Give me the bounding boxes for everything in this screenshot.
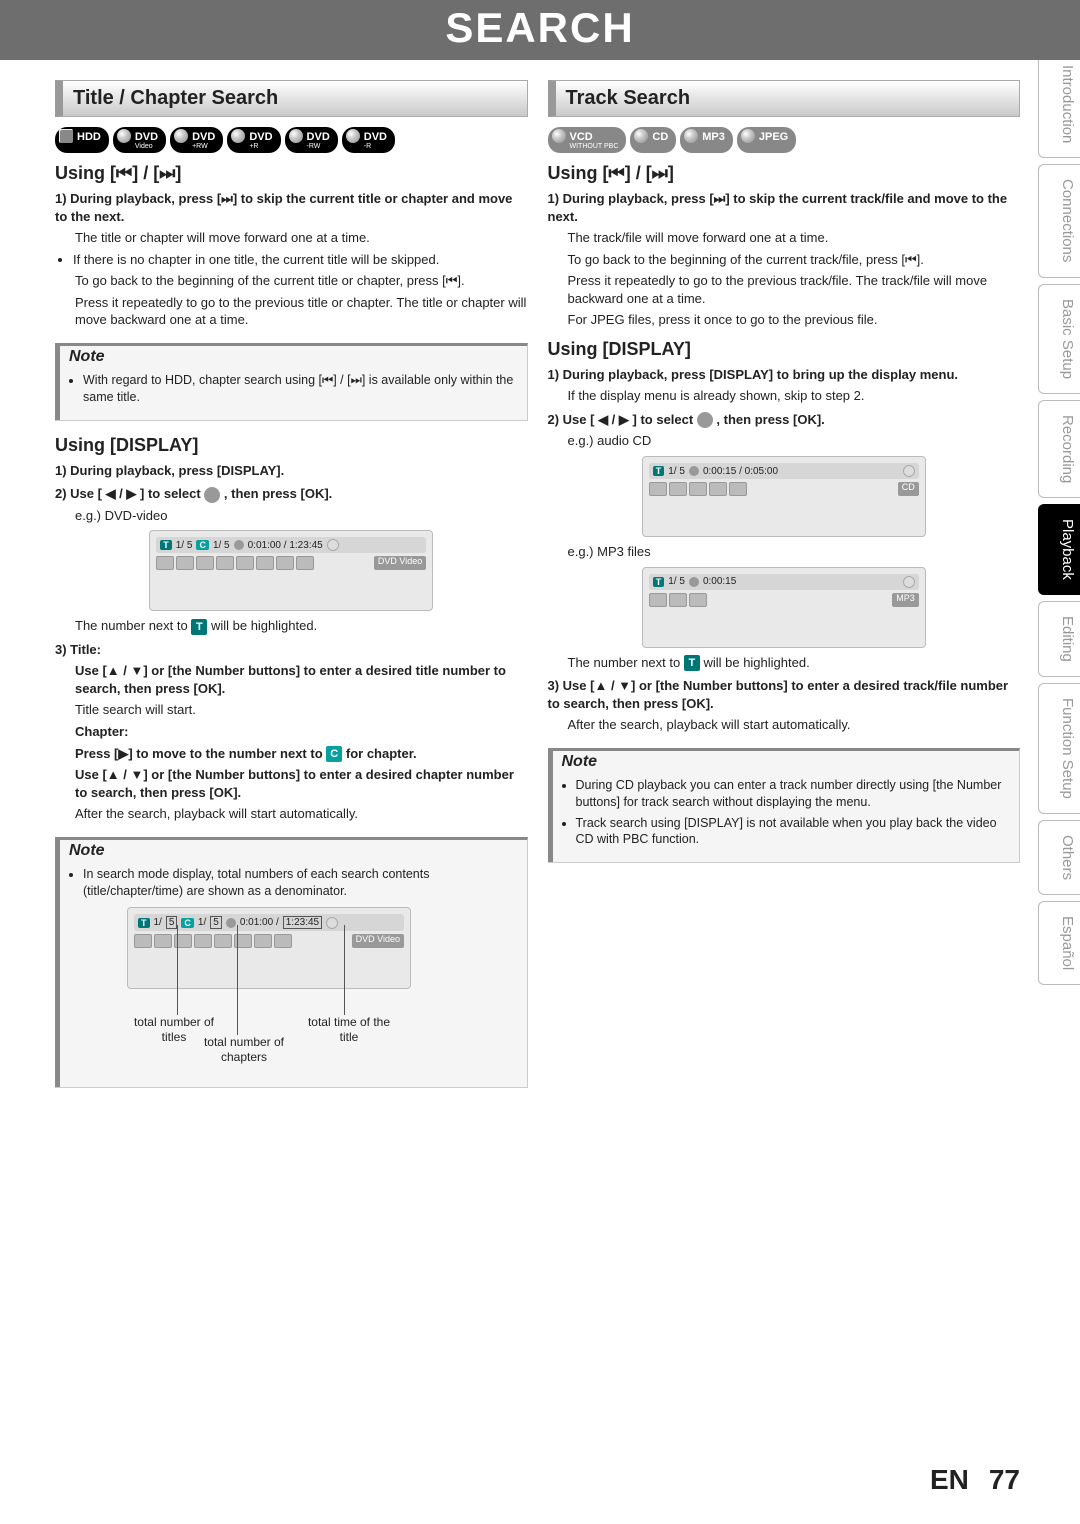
left-d-step3b: Title search will start. <box>75 701 528 719</box>
pill-vcd: VCDWITHOUT PBC <box>548 127 627 153</box>
eg-cd-label: e.g.) audio CD <box>568 432 1021 450</box>
tab-connections[interactable]: Connections <box>1038 164 1080 277</box>
left-column: Title / Chapter Search HDD DVDVideo DVD+… <box>55 80 528 1102</box>
left-step1: 1) During playback, press [⏭] to skip th… <box>55 190 528 225</box>
note-label: Note <box>69 348 105 366</box>
eg-mp3-label: e.g.) MP3 files <box>568 543 1021 561</box>
content-columns: Title / Chapter Search HDD DVDVideo DVD+… <box>0 60 1080 1102</box>
right-step1-line1: The track/file will move forward one at … <box>568 229 1021 247</box>
tval: 1/ 5 <box>176 540 193 551</box>
tab-playback[interactable]: Playback <box>1038 504 1080 595</box>
pill-mp3: MP3 <box>680 127 733 153</box>
heading-using-skip-right: Using [⏮] / [⏭] <box>548 163 1021 184</box>
annot-chapters: total number of chapters <box>194 1035 294 1064</box>
tab-recording[interactable]: Recording <box>1038 400 1080 498</box>
disc-icon <box>204 487 220 503</box>
spinner-icon <box>327 539 339 551</box>
chip-t: T <box>160 540 172 550</box>
left-step1-bullet1: If there is no chapter in one title, the… <box>73 251 528 269</box>
right-d-step2: 2) Use [ ◀ / ▶ ] to select , then press … <box>548 411 1021 429</box>
display-mock-mp3: T 1/ 5 0:00:15 MP3 <box>642 567 926 648</box>
tag-dvd: DVD Video <box>374 556 426 570</box>
annot-time: total time of the title <box>304 1015 394 1044</box>
note-box-3: Note During CD playback you can enter a … <box>548 748 1021 864</box>
pill-cd: CD <box>630 127 676 153</box>
left-d-step3d: Use [▲ / ▼] or [the Number buttons] to e… <box>75 766 528 801</box>
heading-using-display-right: Using [DISPLAY] <box>548 339 1021 360</box>
page-footer: EN 77 <box>930 1464 1020 1496</box>
eg-dvd-label: e.g.) DVD-video <box>75 507 528 525</box>
right-d-step1: 1) During playback, press [DISPLAY] to b… <box>548 366 1021 384</box>
right-step1-line2: To go back to the beginning of the curre… <box>568 251 1021 269</box>
annotation-diagram: T 1/5 C 1/5 0:01:00 /1:23:45 DVD Video <box>69 907 517 1077</box>
note-box-2: Note In search mode display, total numbe… <box>55 837 528 1089</box>
display-mock-dvd: T 1/ 5 C 1/ 5 0:01:00 / 1:23:45 DVD Vide… <box>149 530 433 611</box>
t-chip-icon-r: T <box>684 655 700 671</box>
left-d-step3e: After the search, playback will start au… <box>75 805 528 823</box>
timeval: 0:01:00 / 1:23:45 <box>248 540 323 551</box>
pill-hdd: HDD <box>55 127 109 153</box>
chip-c: C <box>196 540 209 550</box>
left-d-step3-chapter: Chapter: <box>75 723 528 741</box>
pill-dvd-minusrw: DVD-RW <box>285 127 338 153</box>
manual-page: SEARCH Introduction Connections Basic Se… <box>0 0 1080 1524</box>
tab-others[interactable]: Others <box>1038 820 1080 895</box>
display-mock-cd: T 1/ 5 0:00:15 / 0:05:00 CD <box>642 456 926 537</box>
disc-icon-r <box>697 412 713 428</box>
right-d-after: The number next to T will be highlighted… <box>568 654 1021 672</box>
section-title-chapter: Title / Chapter Search <box>55 80 528 117</box>
chip-clock <box>234 540 244 550</box>
right-column: Track Search VCDWITHOUT PBC CD MP3 JPEG … <box>548 80 1021 1102</box>
note-box-1: Note With regard to HDD, chapter search … <box>55 343 528 421</box>
note1-text: With regard to HDD, chapter search using… <box>83 372 517 406</box>
tab-espanol[interactable]: Español <box>1038 901 1080 985</box>
pill-dvd-video: DVDVideo <box>113 127 166 153</box>
pill-dvd-minusr: DVD-R <box>342 127 395 153</box>
footer-page: 77 <box>989 1464 1020 1495</box>
page-title: SEARCH <box>0 0 1080 60</box>
left-step1-bullets: If there is no chapter in one title, the… <box>73 251 528 269</box>
tab-basic-setup[interactable]: Basic Setup <box>1038 284 1080 394</box>
section-track-search: Track Search <box>548 80 1021 117</box>
note-label-3: Note <box>562 753 598 771</box>
note-label-2: Note <box>69 842 105 860</box>
right-d-step3b: After the search, playback will start au… <box>568 716 1021 734</box>
heading-using-skip-left: Using [⏮] / [⏭] <box>55 163 528 184</box>
left-step1-line1: The title or chapter will move forward o… <box>75 229 528 247</box>
osd-icon <box>156 556 174 570</box>
left-d-step3a: Use [▲ / ▼] or [the Number buttons] to e… <box>75 662 528 697</box>
media-pill-row-right: VCDWITHOUT PBC CD MP3 JPEG <box>548 127 1021 153</box>
left-step1-line3: Press it repeatedly to go to the previou… <box>75 294 528 329</box>
t-chip-icon: T <box>191 619 207 635</box>
left-d-step2: 2) Use [ ◀ / ▶ ] to select , then press … <box>55 485 528 503</box>
left-d-step1: 1) During playback, press [DISPLAY]. <box>55 462 528 480</box>
pill-jpeg: JPEG <box>737 127 796 153</box>
right-step1-line4: For JPEG files, press it once to go to t… <box>568 311 1021 329</box>
note3-item1: During CD playback you can enter a track… <box>576 777 1010 811</box>
right-d-step1-line: If the display menu is already shown, sk… <box>568 387 1021 405</box>
side-tab-list: Introduction Connections Basic Setup Rec… <box>1038 50 1080 985</box>
left-step1-line2: To go back to the beginning of the curre… <box>75 272 528 290</box>
tab-editing[interactable]: Editing <box>1038 601 1080 677</box>
c-chip-icon: C <box>326 746 342 762</box>
cval: 1/ 5 <box>213 540 230 551</box>
footer-lang: EN <box>930 1464 969 1495</box>
note3-item2: Track search using [DISPLAY] is not avai… <box>576 815 1010 849</box>
right-d-step3: 3) Use [▲ / ▼] or [the Number buttons] t… <box>548 677 1021 712</box>
right-step1: 1) During playback, press [⏭] to skip th… <box>548 190 1021 225</box>
right-step1-line3: Press it repeatedly to go to the previou… <box>568 272 1021 307</box>
heading-using-display-left: Using [DISPLAY] <box>55 435 528 456</box>
media-pill-row-left: HDD DVDVideo DVD+RW DVD+R DVD-RW DVD-R <box>55 127 528 153</box>
tab-function-setup[interactable]: Function Setup <box>1038 683 1080 814</box>
note2-text: In search mode display, total numbers of… <box>83 866 517 900</box>
left-d-after: The number next to T will be highlighted… <box>75 617 528 635</box>
left-d-step3c: Press [▶] to move to the number next to … <box>75 745 528 763</box>
pill-dvd-plusrw: DVD+RW <box>170 127 223 153</box>
tab-introduction[interactable]: Introduction <box>1038 50 1080 158</box>
left-d-step3-title: 3) Title: <box>55 641 528 659</box>
pill-dvd-plusr: DVD+R <box>227 127 280 153</box>
